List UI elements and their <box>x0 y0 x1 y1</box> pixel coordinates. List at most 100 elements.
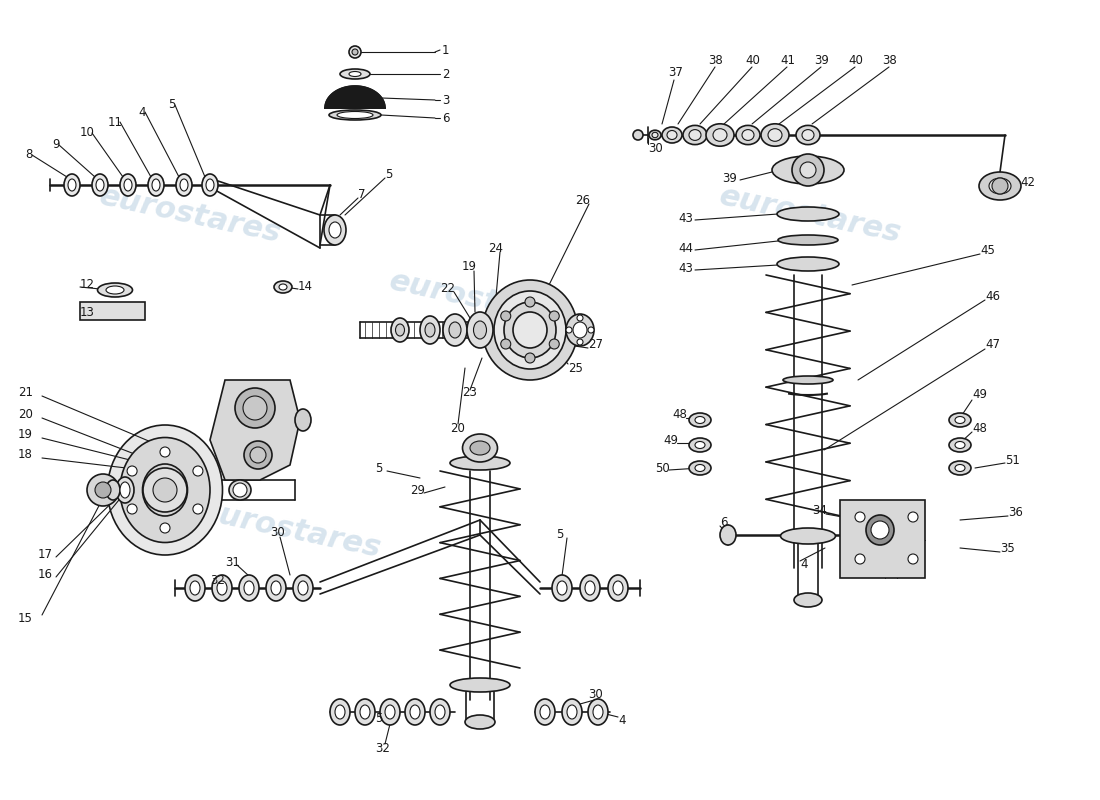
Ellipse shape <box>662 127 682 143</box>
Text: 38: 38 <box>882 54 896 66</box>
Text: 47: 47 <box>984 338 1000 351</box>
Text: 14: 14 <box>298 281 314 294</box>
Text: 42: 42 <box>1020 177 1035 190</box>
Ellipse shape <box>349 71 361 77</box>
Text: 13: 13 <box>80 306 95 318</box>
Circle shape <box>549 311 559 321</box>
Ellipse shape <box>217 581 227 595</box>
Ellipse shape <box>504 302 556 358</box>
Ellipse shape <box>176 174 192 196</box>
Text: 9: 9 <box>52 138 59 151</box>
Ellipse shape <box>340 69 370 79</box>
Circle shape <box>243 396 267 420</box>
Circle shape <box>349 46 361 58</box>
Ellipse shape <box>443 314 468 346</box>
Ellipse shape <box>473 321 486 339</box>
Circle shape <box>87 474 119 506</box>
Text: 8: 8 <box>25 149 32 162</box>
Ellipse shape <box>468 312 493 348</box>
Text: 21: 21 <box>18 386 33 399</box>
Ellipse shape <box>390 318 409 342</box>
Ellipse shape <box>613 581 623 595</box>
Text: 18: 18 <box>18 449 33 462</box>
Ellipse shape <box>244 581 254 595</box>
Ellipse shape <box>329 222 341 238</box>
Ellipse shape <box>279 284 287 290</box>
Ellipse shape <box>462 434 497 462</box>
Ellipse shape <box>450 456 510 470</box>
Ellipse shape <box>420 316 440 344</box>
Ellipse shape <box>866 515 894 545</box>
Text: 5: 5 <box>385 169 393 182</box>
Text: 39: 39 <box>722 171 737 185</box>
Ellipse shape <box>949 438 971 452</box>
Ellipse shape <box>330 699 350 725</box>
Ellipse shape <box>513 312 547 348</box>
Text: 48: 48 <box>672 409 686 422</box>
Ellipse shape <box>64 174 80 196</box>
Circle shape <box>588 327 594 333</box>
Text: 46: 46 <box>984 290 1000 302</box>
Ellipse shape <box>783 376 833 384</box>
Text: 41: 41 <box>780 54 795 66</box>
Circle shape <box>525 353 535 363</box>
Ellipse shape <box>212 575 232 601</box>
Text: 6: 6 <box>720 517 727 530</box>
Text: 1: 1 <box>442 43 450 57</box>
Text: 4: 4 <box>618 714 626 726</box>
Ellipse shape <box>608 575 628 601</box>
Ellipse shape <box>298 581 308 595</box>
Text: 5: 5 <box>375 711 383 725</box>
Ellipse shape <box>742 130 754 141</box>
Ellipse shape <box>652 132 658 138</box>
Text: 5: 5 <box>168 98 175 111</box>
Circle shape <box>160 447 170 457</box>
Bar <box>840 500 925 578</box>
Ellipse shape <box>116 477 134 503</box>
Ellipse shape <box>152 179 160 191</box>
Ellipse shape <box>695 465 705 471</box>
Text: 20: 20 <box>18 409 33 422</box>
Text: 37: 37 <box>668 66 683 79</box>
Ellipse shape <box>98 283 132 297</box>
Circle shape <box>128 504 138 514</box>
Circle shape <box>500 311 510 321</box>
Ellipse shape <box>239 575 258 601</box>
Ellipse shape <box>434 705 446 719</box>
Ellipse shape <box>955 442 965 449</box>
Ellipse shape <box>540 705 550 719</box>
Text: 5: 5 <box>375 462 383 474</box>
Text: 44: 44 <box>678 242 693 254</box>
Ellipse shape <box>465 715 495 729</box>
Circle shape <box>160 523 170 533</box>
Ellipse shape <box>180 179 188 191</box>
Ellipse shape <box>124 179 132 191</box>
Text: 30: 30 <box>270 526 285 539</box>
Circle shape <box>578 315 583 321</box>
Circle shape <box>500 339 510 349</box>
Circle shape <box>352 49 358 55</box>
Text: 32: 32 <box>375 742 389 754</box>
Ellipse shape <box>355 699 375 725</box>
Ellipse shape <box>772 156 844 184</box>
Circle shape <box>908 554 918 564</box>
Ellipse shape <box>202 174 218 196</box>
Text: 3: 3 <box>442 94 450 106</box>
Ellipse shape <box>206 179 214 191</box>
Circle shape <box>549 339 559 349</box>
Ellipse shape <box>148 174 164 196</box>
Ellipse shape <box>405 699 425 725</box>
Text: 4: 4 <box>138 106 145 118</box>
Ellipse shape <box>360 705 370 719</box>
Ellipse shape <box>689 438 711 452</box>
Text: 35: 35 <box>1000 542 1014 554</box>
Ellipse shape <box>979 172 1021 200</box>
Ellipse shape <box>396 324 405 336</box>
Ellipse shape <box>949 413 971 427</box>
Text: eurostares: eurostares <box>196 497 384 563</box>
Ellipse shape <box>293 575 314 601</box>
Ellipse shape <box>585 581 595 595</box>
Ellipse shape <box>271 581 281 595</box>
Ellipse shape <box>989 178 1011 194</box>
Polygon shape <box>324 86 385 108</box>
